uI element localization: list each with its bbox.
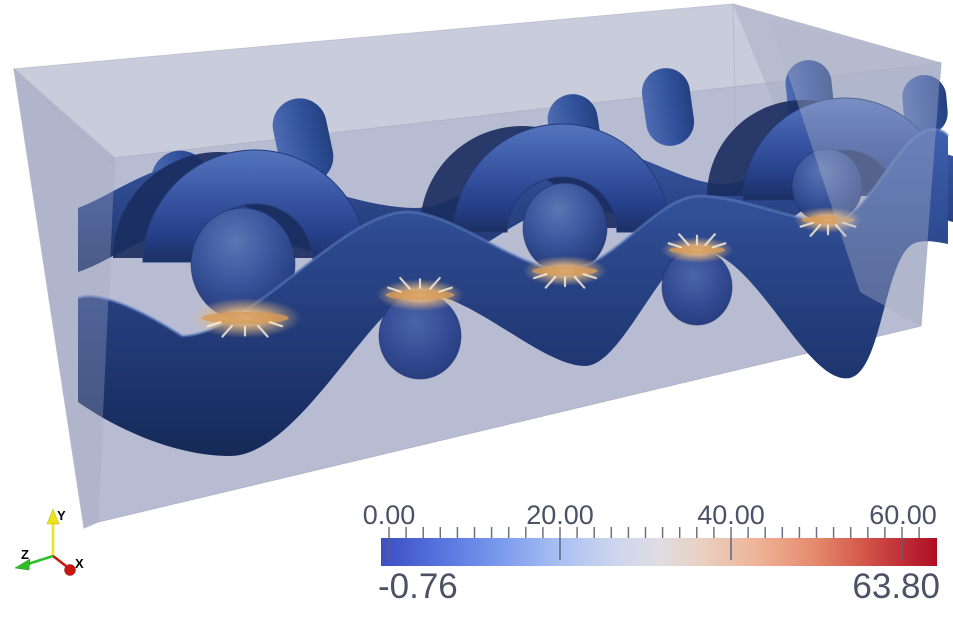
- scalar-bar[interactable]: 0.00 20.00 40.00 60.00 -0.76 63.80: [363, 500, 940, 606]
- x-axis-label: X: [75, 556, 84, 571]
- colorbar-min-label: -0.76: [378, 567, 458, 606]
- colorbar-gradient: [381, 538, 937, 566]
- colorbar-major-ticks: [388, 538, 903, 560]
- colorbar-tick-label: 40.00: [697, 500, 765, 530]
- under-warp-spheres: [378, 248, 733, 380]
- colorbar-tick-label: 20.00: [526, 500, 594, 530]
- z-axis-line: [27, 554, 54, 566]
- y-axis-arrowhead: [46, 508, 60, 525]
- warp-stub: [902, 75, 948, 135]
- y-axis-label: Y: [57, 508, 66, 523]
- colorbar-minor-ticks: [388, 527, 920, 538]
- front-weft-tow: [78, 129, 948, 456]
- warp-arch: [453, 123, 671, 233]
- over-warp-spheres: [190, 148, 863, 321]
- colorbar-tick-label: 0.00: [363, 500, 416, 530]
- colorbar-max-label: 63.80: [852, 567, 940, 606]
- x-axis-line: [52, 555, 67, 567]
- box-left-face-overlay: [14, 69, 115, 528]
- orientation-axes-widget: X Y Z: [14, 508, 84, 576]
- x-axis-arrowhead: [64, 564, 76, 576]
- box-right-face-overlay: [770, 20, 941, 326]
- colorbar-tick-label: 60.00: [869, 500, 937, 530]
- warp-stub: [641, 68, 695, 146]
- box-interior-crease: [13, 68, 118, 169]
- contact-glows: [189, 207, 862, 338]
- z-axis-arrowhead: [14, 558, 31, 571]
- woven-tows: [77, 60, 953, 456]
- z-axis-label: Z: [21, 547, 29, 562]
